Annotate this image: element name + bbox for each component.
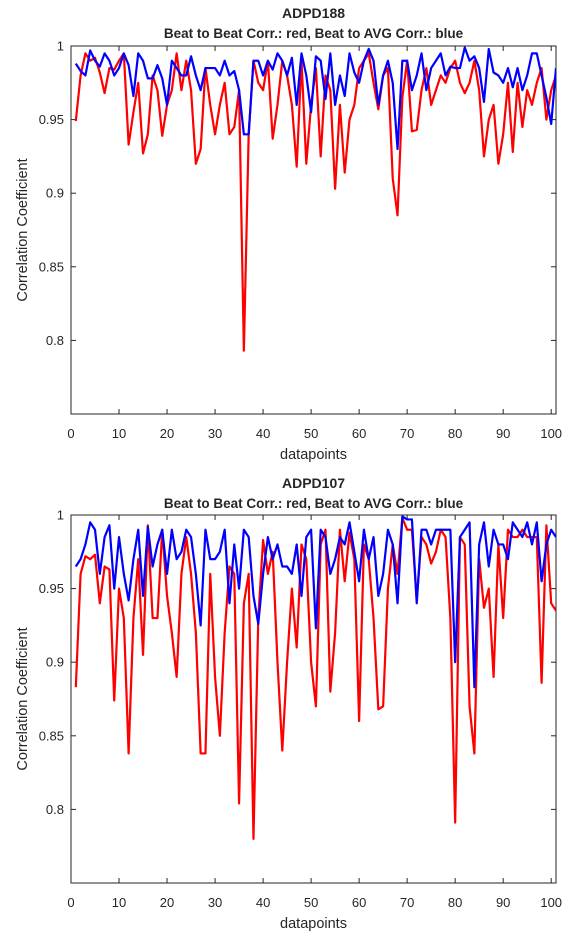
- x-tick-label: 0: [67, 895, 74, 910]
- y-tick-label: 0.8: [46, 802, 64, 817]
- x-tick-label: 90: [496, 895, 510, 910]
- y-tick-label: 0.9: [46, 655, 64, 670]
- x-tick-label: 70: [400, 895, 414, 910]
- x-axis-label: datapoints: [280, 447, 347, 463]
- x-tick-label: 80: [448, 895, 462, 910]
- x-tick-label: 50: [304, 895, 318, 910]
- chart-subtitle: Beat to Beat Corr.: red, Beat to AVG Cor…: [164, 26, 464, 41]
- x-tick-label: 30: [208, 895, 222, 910]
- y-tick-label: 1: [57, 39, 64, 54]
- y-tick-label: 0.95: [39, 112, 64, 127]
- x-tick-label: 20: [160, 895, 174, 910]
- x-tick-label: 20: [160, 426, 174, 441]
- chart-subtitle: Beat to Beat Corr.: red, Beat to AVG Cor…: [164, 496, 464, 511]
- x-tick-label: 100: [540, 426, 562, 441]
- chart-1: ADPD188 Beat to Beat Corr.: red, Beat to …: [15, 5, 562, 463]
- y-tick-label: 0.85: [39, 259, 64, 274]
- x-tick-label: 80: [448, 426, 462, 441]
- x-tick-label: 10: [112, 426, 126, 441]
- x-tick-label: 0: [67, 426, 74, 441]
- chart-title: ADPD188: [282, 5, 345, 21]
- x-tick-label: 40: [256, 895, 270, 910]
- x-tick-label: 90: [496, 426, 510, 441]
- y-axis-label: Correlation Coefficient: [15, 158, 31, 301]
- plot-area: [70, 45, 557, 415]
- chart-title: ADPD107: [282, 475, 345, 491]
- y-tick-label: 1: [57, 508, 64, 523]
- x-tick-label: 10: [112, 895, 126, 910]
- x-tick-label: 60: [352, 426, 366, 441]
- y-tick-label: 0.85: [39, 728, 64, 743]
- chart-2: ADPD107 Beat to Beat Corr.: red, Beat to …: [15, 475, 562, 932]
- x-tick-label: 70: [400, 426, 414, 441]
- x-tick-label: 50: [304, 426, 318, 441]
- y-tick-label: 0.8: [46, 333, 64, 348]
- series-line-blue: [74, 515, 556, 689]
- x-tick-label: 40: [256, 426, 270, 441]
- series-line-blue: [74, 46, 556, 151]
- y-axis-label: Correlation Coefficient: [15, 627, 31, 770]
- x-tick-label: 30: [208, 426, 222, 441]
- x-tick-label: 100: [540, 895, 562, 910]
- x-axis-label: datapoints: [280, 916, 347, 932]
- x-tick-label: 60: [352, 895, 366, 910]
- y-tick-label: 0.9: [46, 186, 64, 201]
- y-tick-label: 0.95: [39, 581, 64, 596]
- series-line-red: [74, 516, 556, 840]
